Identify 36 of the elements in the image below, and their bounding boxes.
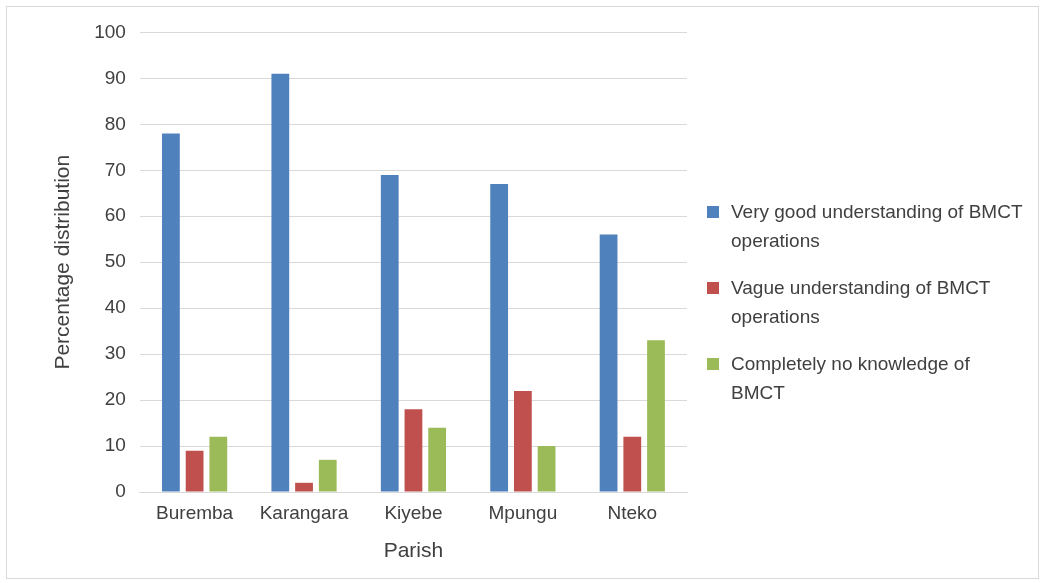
legend-label: Very good understanding of BMCT operations bbox=[731, 200, 1024, 253]
legend-label: Vague understanding of BMCT operations bbox=[731, 276, 992, 329]
y-tick-label: 90 bbox=[104, 66, 126, 88]
bar bbox=[185, 450, 204, 492]
y-axis-title: Percentage distribution bbox=[50, 154, 74, 370]
bar bbox=[162, 133, 180, 492]
bar bbox=[404, 409, 423, 492]
y-tick-label: 30 bbox=[104, 342, 126, 364]
bar bbox=[295, 482, 313, 492]
bar bbox=[271, 73, 290, 492]
y-tick-label: 50 bbox=[104, 250, 126, 272]
x-tick-label: Mpungu bbox=[488, 501, 558, 523]
y-tick-label: 20 bbox=[104, 388, 126, 410]
y-tick-label: 10 bbox=[104, 434, 126, 456]
legend-label: Completely no knowledge of BMCT bbox=[731, 352, 971, 405]
bar bbox=[623, 436, 642, 492]
y-tick-label: 80 bbox=[104, 112, 126, 134]
bar bbox=[209, 436, 228, 492]
y-tick-label: 70 bbox=[104, 158, 126, 180]
bar bbox=[599, 234, 618, 492]
bar bbox=[490, 184, 509, 492]
x-tick-label: Buremba bbox=[156, 501, 234, 523]
bar bbox=[513, 390, 532, 492]
bar bbox=[380, 174, 399, 492]
x-tick-label: Karangara bbox=[259, 501, 349, 523]
y-tick-label: 100 bbox=[94, 20, 126, 42]
x-tick-label: Nteko bbox=[607, 501, 658, 523]
x-axis-title: Parish bbox=[383, 538, 444, 562]
bar bbox=[537, 446, 556, 492]
y-tick-label: 0 bbox=[115, 480, 126, 502]
bar bbox=[428, 427, 447, 492]
x-tick-label: Kiyebe bbox=[384, 501, 443, 523]
y-tick-label: 60 bbox=[104, 204, 126, 226]
bar bbox=[647, 340, 665, 492]
bar bbox=[318, 459, 337, 492]
y-tick-label: 40 bbox=[104, 296, 126, 318]
